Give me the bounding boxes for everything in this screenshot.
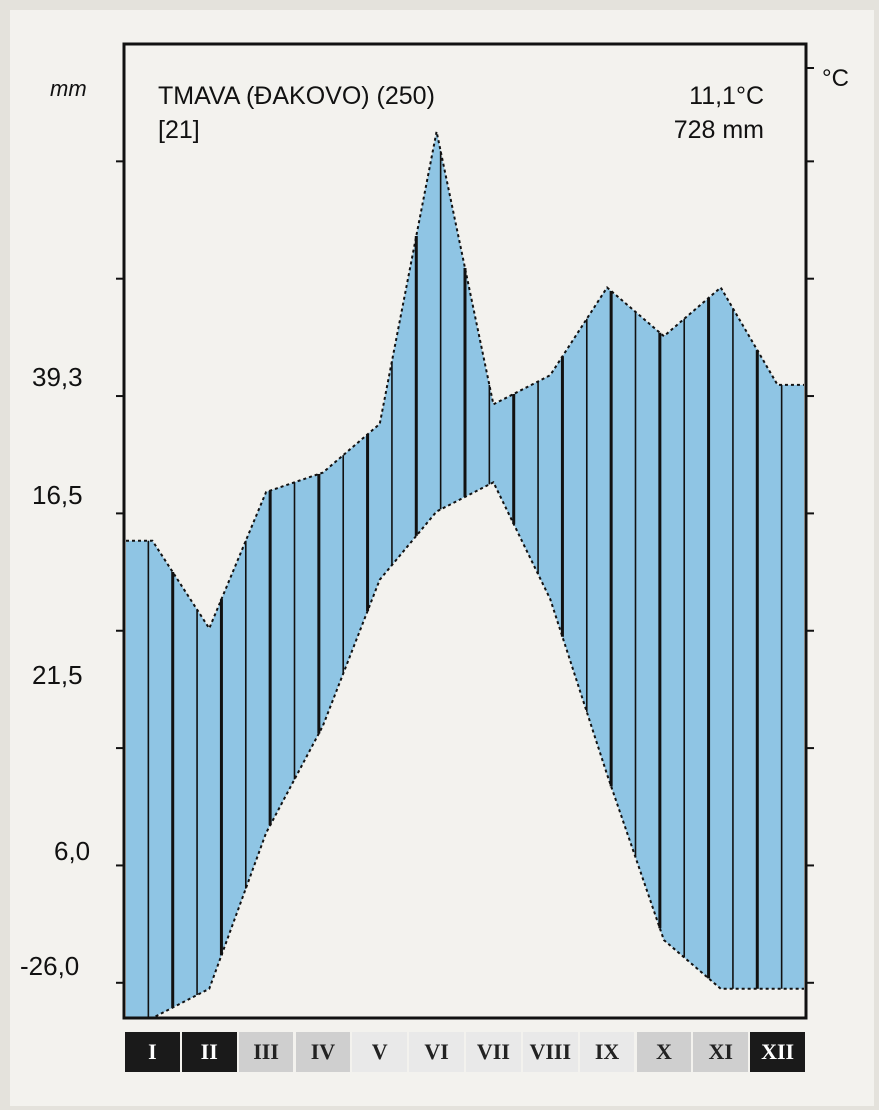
month-label: IX xyxy=(579,1032,635,1072)
annual-precipitation: 728 mm xyxy=(673,116,764,144)
climate-diagram: mm °C TMAVA (ĐAKOVO) (250) [21] 11,1°C 7… xyxy=(10,10,874,1106)
chart-title: TMAVA (ĐAKOVO) (250) xyxy=(158,82,435,110)
month-label: VIII xyxy=(522,1032,578,1072)
month-label: XII xyxy=(750,1032,805,1072)
precipitation-band xyxy=(126,131,804,1018)
y-tick-label: 21,5 xyxy=(32,660,83,690)
y-tick-label: 6,0 xyxy=(54,836,91,866)
month-label: XI xyxy=(693,1032,749,1072)
y-tick-label: 39,3 xyxy=(32,362,83,392)
month-label: IV xyxy=(295,1032,351,1072)
annual-temperature: 11,1°C xyxy=(689,82,764,110)
left-unit: mm xyxy=(50,76,87,101)
chart-subtitle: [21] xyxy=(158,116,200,144)
y-tick-label: -26,0 xyxy=(20,951,80,981)
chart-canvas xyxy=(116,42,814,1020)
temperature-line xyxy=(126,480,804,1019)
plot-frame xyxy=(122,42,808,1020)
month-label: X xyxy=(636,1032,692,1072)
month-label: II xyxy=(181,1032,237,1072)
month-label: VI xyxy=(409,1032,464,1072)
right-unit: °C xyxy=(822,65,849,92)
month-label: I xyxy=(125,1032,180,1072)
month-label: V xyxy=(352,1032,408,1072)
month-label: III xyxy=(238,1032,294,1072)
y-tick-label: 16,5 xyxy=(32,480,83,510)
month-label: VII xyxy=(466,1032,521,1072)
